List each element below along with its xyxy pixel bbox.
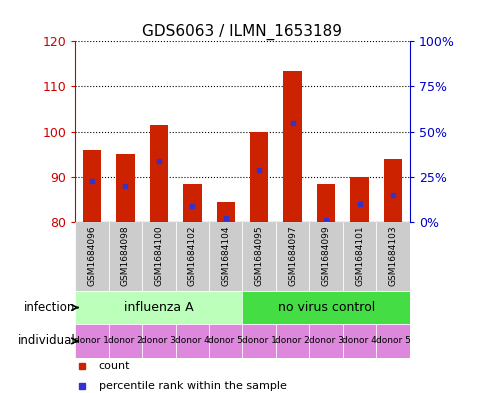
Text: GSM1684100: GSM1684100 <box>154 226 163 286</box>
Bar <box>275 222 309 291</box>
Text: GSM1684099: GSM1684099 <box>321 226 330 286</box>
Bar <box>75 291 242 324</box>
Bar <box>275 324 309 358</box>
Text: GSM1684096: GSM1684096 <box>87 226 96 286</box>
Bar <box>309 222 342 291</box>
Text: GSM1684095: GSM1684095 <box>254 226 263 286</box>
Text: percentile rank within the sample: percentile rank within the sample <box>98 381 286 391</box>
Text: GSM1684101: GSM1684101 <box>354 226 363 286</box>
Text: donor 1: donor 1 <box>242 336 276 345</box>
Bar <box>116 154 134 222</box>
Bar <box>242 324 275 358</box>
Text: GSM1684103: GSM1684103 <box>388 226 397 286</box>
Bar <box>250 132 268 222</box>
Text: donor 1: donor 1 <box>75 336 109 345</box>
Bar <box>142 324 175 358</box>
Bar <box>175 222 209 291</box>
Bar <box>283 71 301 222</box>
Text: donor 5: donor 5 <box>375 336 409 345</box>
Text: donor 2: donor 2 <box>275 336 309 345</box>
Title: GDS6063 / ILMN_1653189: GDS6063 / ILMN_1653189 <box>142 24 342 40</box>
Text: GSM1684104: GSM1684104 <box>221 226 230 286</box>
Bar <box>183 184 201 222</box>
Bar <box>383 159 401 222</box>
Bar <box>242 291 409 324</box>
Bar <box>317 184 334 222</box>
Bar <box>376 324 409 358</box>
Bar <box>83 150 101 222</box>
Bar <box>216 202 234 222</box>
Bar <box>175 324 209 358</box>
Text: donor 4: donor 4 <box>175 336 209 345</box>
Text: individual: individual <box>17 334 75 347</box>
Text: donor 5: donor 5 <box>208 336 242 345</box>
Bar <box>376 222 409 291</box>
Text: infection: infection <box>24 301 75 314</box>
Bar <box>75 324 108 358</box>
Bar <box>150 125 167 222</box>
Text: influenza A: influenza A <box>124 301 193 314</box>
Text: count: count <box>98 362 130 371</box>
Bar <box>309 324 342 358</box>
Text: no virus control: no virus control <box>277 301 374 314</box>
Bar <box>108 222 142 291</box>
Text: GSM1684102: GSM1684102 <box>187 226 197 286</box>
Bar <box>209 222 242 291</box>
Bar <box>75 222 108 291</box>
Bar <box>342 324 376 358</box>
Bar <box>350 177 368 222</box>
Text: GSM1684098: GSM1684098 <box>121 226 130 286</box>
Bar <box>108 324 142 358</box>
Bar <box>242 222 275 291</box>
Text: GSM1684097: GSM1684097 <box>287 226 297 286</box>
Bar <box>342 222 376 291</box>
Text: donor 4: donor 4 <box>342 336 376 345</box>
Bar <box>142 222 175 291</box>
Bar <box>209 324 242 358</box>
Text: donor 3: donor 3 <box>141 336 176 345</box>
Text: donor 2: donor 2 <box>108 336 142 345</box>
Text: donor 3: donor 3 <box>308 336 343 345</box>
